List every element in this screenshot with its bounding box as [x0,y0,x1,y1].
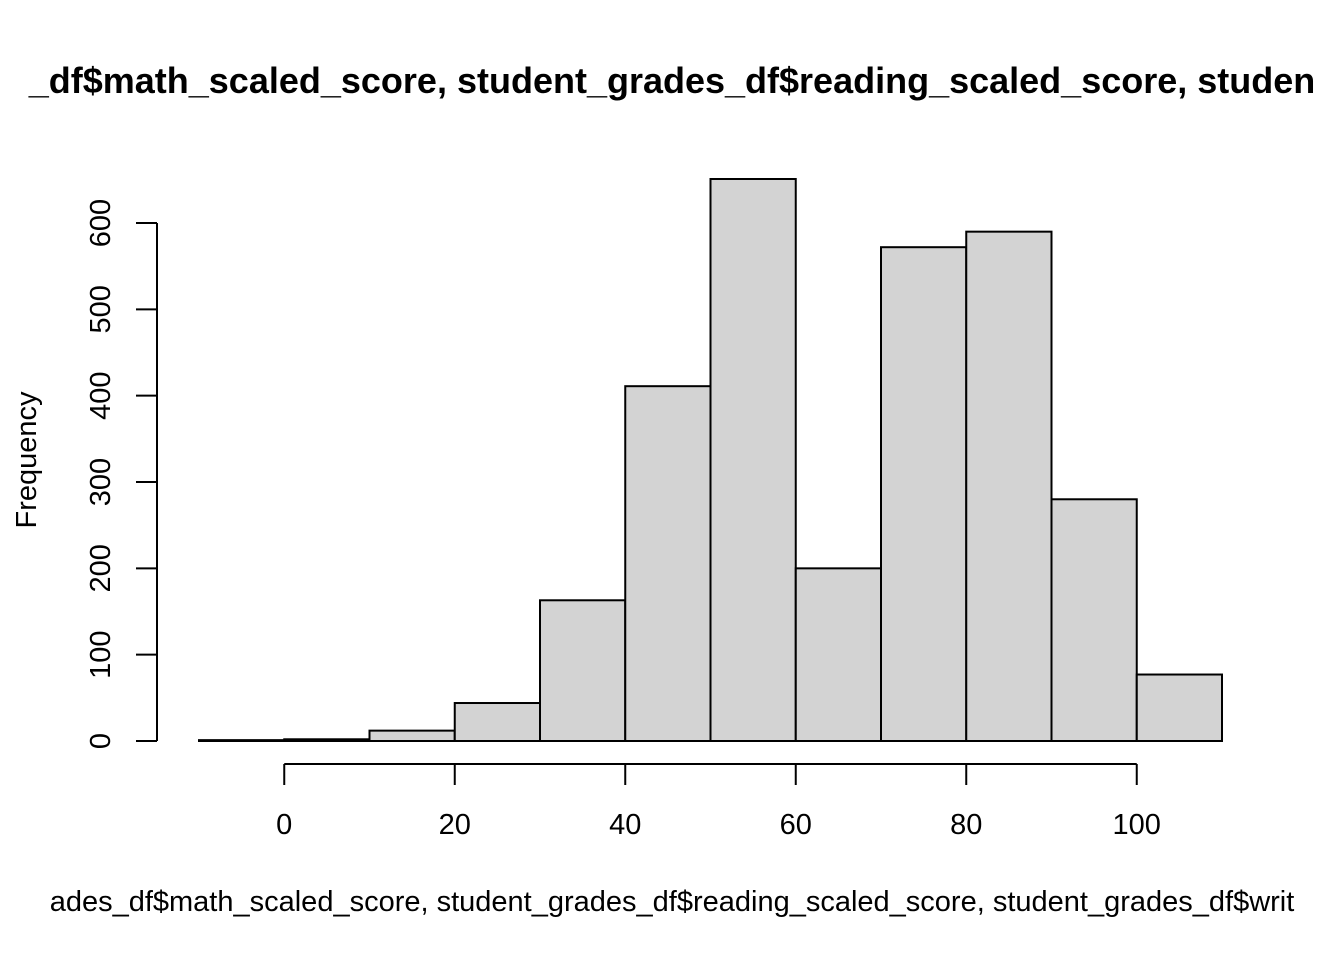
y-tick-label: 500 [85,285,117,333]
histogram-bar [709,178,797,742]
y-axis: 0 100 200 300 400 500 600 [85,199,158,749]
y-tick-label: 400 [85,371,117,419]
y-tick-label: 600 [85,199,117,247]
y-tick-label: 200 [85,544,117,592]
x-axis-label: ades_df$math_scaled_score, student_grade… [50,886,1295,918]
histogram-bar [453,702,541,743]
y-tick-label: 300 [85,458,117,506]
histogram-bar [1135,673,1223,742]
y-tick-label: 0 [85,733,117,749]
histogram-bar [198,739,286,743]
histogram-bar [368,729,456,743]
x-axis: 0 20 40 60 80 100 [276,763,1161,841]
bars-group [198,178,1223,743]
histogram-bar [1050,498,1138,742]
x-tick-label: 60 [780,809,812,841]
histogram-bar [539,599,627,742]
histogram-bar [624,385,712,742]
histogram-bar [880,246,968,742]
x-tick-label: 100 [1113,809,1161,841]
histogram-bar [283,738,371,743]
x-tick-label: 0 [276,809,292,841]
histogram-bar [965,230,1053,742]
y-axis-label: Frequency [11,391,43,529]
histogram-bar [794,567,882,742]
x-tick-label: 20 [439,809,471,841]
chart-title: _df$math_scaled_score, student_grades_df… [28,60,1316,101]
x-tick-label: 80 [950,809,982,841]
x-tick-label: 40 [609,809,641,841]
y-tick-label: 100 [85,630,117,678]
